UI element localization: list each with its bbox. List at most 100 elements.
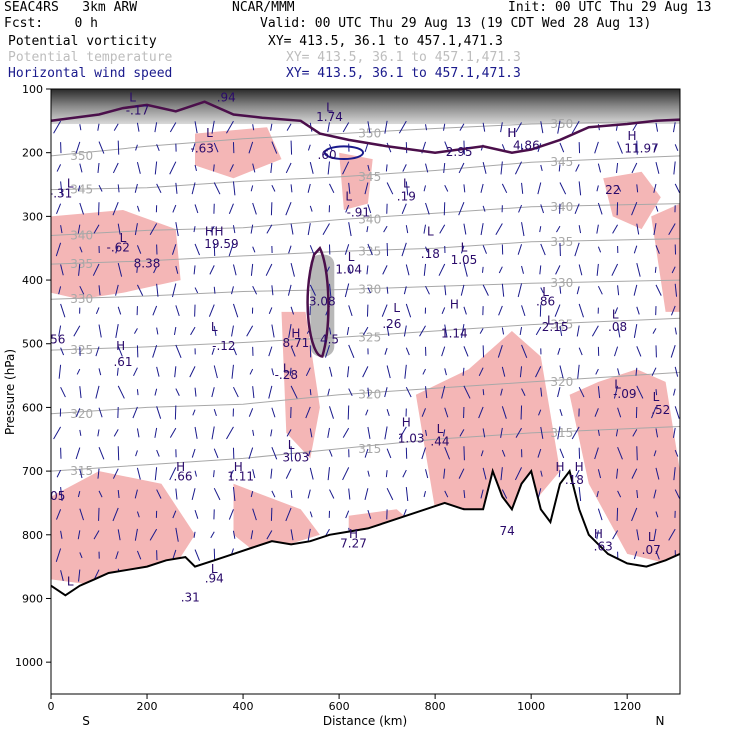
wind-vector — [136, 266, 138, 273]
wind-vector — [636, 529, 640, 541]
extremum-label: L — [612, 307, 619, 321]
wind-vector — [136, 284, 144, 296]
wind-vector — [175, 388, 180, 396]
wind-vector — [611, 263, 619, 276]
theta-contour-label: 345 — [358, 170, 381, 184]
wind-vector — [559, 325, 563, 337]
wind-vector — [381, 304, 388, 317]
field-name-wind: Horizontal wind speed — [8, 66, 173, 81]
wind-vector — [559, 142, 565, 153]
wind-vector — [595, 368, 599, 375]
wind-vector — [290, 490, 293, 499]
field-name-theta: Potential temperature — [8, 50, 173, 65]
wind-vector — [348, 222, 352, 237]
wind-vector — [156, 283, 159, 297]
wind-vector — [290, 223, 294, 235]
wind-vector — [636, 490, 639, 499]
extremum-label: .60 — [318, 148, 337, 162]
wind-vector — [55, 242, 62, 257]
wind-vector — [403, 286, 407, 295]
wind-vector — [210, 531, 215, 539]
field-xy-pv: XY= 413.5, 36.1 to 457.1,471.3 — [268, 34, 503, 49]
wind-vector — [597, 429, 600, 436]
wind-vector — [578, 386, 585, 398]
extremum-label: 3.03 — [283, 451, 310, 465]
theta-contour-label: 320 — [70, 407, 93, 421]
extremum-label: 4.86 — [513, 139, 540, 153]
wind-vector — [97, 429, 100, 437]
theta-contour-label: 315 — [70, 464, 93, 478]
wind-vector — [596, 530, 599, 540]
wind-vector — [98, 368, 102, 376]
wind-vector — [364, 488, 369, 500]
wind-vector — [133, 367, 138, 377]
wind-vector — [55, 548, 62, 562]
wind-vector — [60, 181, 63, 196]
theta-contour — [51, 203, 680, 236]
wind-vector — [651, 367, 657, 377]
wind-vector — [250, 224, 254, 234]
extremum-label: L — [542, 285, 549, 299]
wind-vector — [655, 511, 659, 518]
wind-vector — [575, 164, 580, 172]
y-tick-label: 200 — [22, 147, 43, 160]
wind-vector — [136, 122, 140, 132]
wind-vector — [136, 245, 142, 254]
wind-vector — [668, 528, 676, 541]
wind-vector — [540, 470, 543, 477]
wind-vector — [307, 223, 311, 236]
wind-vector — [328, 283, 332, 297]
theta-contour-label: 345 — [550, 155, 573, 169]
wind-vector — [194, 549, 201, 561]
wind-vector — [461, 324, 465, 338]
extremum-label: 1.14 — [441, 326, 468, 340]
wind-vector — [98, 285, 101, 296]
wind-vector — [405, 487, 409, 502]
wind-vector — [152, 345, 158, 358]
wind-vector — [443, 162, 446, 173]
extremum-label: L — [129, 91, 136, 105]
wind-vector — [633, 284, 638, 296]
wind-vector — [421, 408, 426, 417]
wind-vector — [250, 490, 254, 498]
wind-vector — [171, 244, 177, 255]
wind-vector — [268, 385, 273, 399]
wind-vector — [384, 347, 388, 355]
extremum-label: 1.04 — [335, 263, 362, 277]
wind-vector — [136, 162, 141, 174]
wind-vector — [425, 386, 428, 399]
extremum-label: .08 — [608, 320, 627, 334]
wind-vector — [540, 287, 544, 294]
wind-vector — [192, 409, 196, 416]
wind-vector — [174, 366, 177, 378]
wind-vector — [115, 245, 119, 254]
wind-vector — [382, 265, 388, 275]
extremum-label: 19.59 — [204, 237, 238, 251]
wind-vector — [575, 469, 580, 478]
wind-vector — [576, 286, 580, 295]
wind-vector — [329, 489, 335, 499]
wind-vector — [194, 164, 197, 172]
wind-vector — [517, 244, 523, 255]
wind-vector — [500, 388, 503, 396]
wind-vector — [501, 144, 506, 152]
wind-vector — [367, 121, 371, 134]
wind-vector — [60, 487, 63, 502]
wind-vector — [535, 326, 542, 336]
model-label: SEAC4RS 3km ARW — [4, 0, 138, 15]
wind-vector — [632, 123, 638, 131]
wind-vector — [342, 161, 350, 175]
wind-vector — [79, 202, 84, 215]
wind-vector — [117, 262, 123, 277]
wind-vector — [597, 202, 603, 215]
north-end-label: N — [656, 714, 665, 728]
wind-vector — [287, 284, 292, 296]
y-tick-label: 700 — [22, 465, 43, 478]
wind-vector — [117, 529, 121, 541]
terrain-line — [51, 467, 680, 597]
extremum-label: H — [234, 460, 243, 474]
wind-vector — [79, 469, 83, 479]
wind-vector — [398, 426, 407, 440]
extremum-label: H — [575, 460, 584, 474]
wind-vector — [290, 385, 298, 399]
